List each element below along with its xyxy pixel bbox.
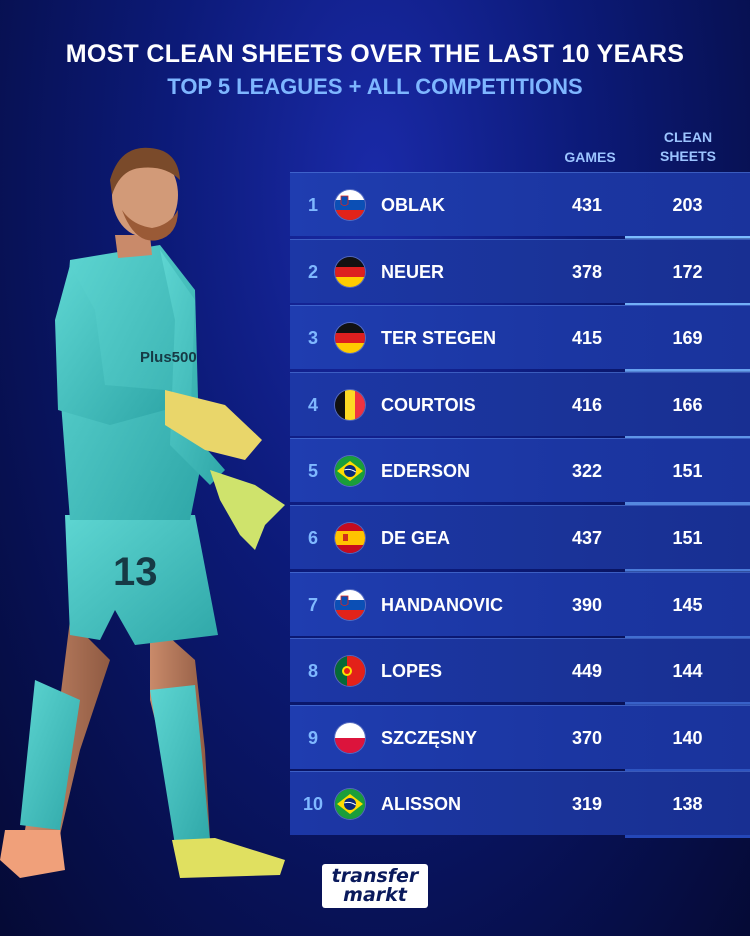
row-games: 449 [571, 661, 603, 682]
row-rank: 10 [302, 794, 324, 815]
row-clean-sheets: 151 [672, 461, 703, 482]
germany-flag-icon [335, 256, 365, 287]
row-rank: 6 [307, 528, 318, 548]
chart-subtitle: TOP 5 LEAGUES + ALL COMPETITIONS [167, 74, 583, 99]
row-player-name: NEUER [381, 261, 445, 282]
clean-sheets-table: 1 OBLAK 431 203 2 NEUER 378 172 3 TER STEGEN 415 16… [290, 172, 750, 838]
chart-title: MOST CLEAN SHEETS OVER THE LAST 10 YEARS [65, 40, 685, 68]
row-rank: 4 [307, 394, 318, 415]
row-player-name: EDERSON [381, 461, 471, 482]
portugal-flag-icon [335, 656, 365, 687]
spain-flag-icon [335, 523, 365, 553]
row-clean-sheets: 138 [672, 794, 703, 815]
transfermarkt-logo: transfer markt [322, 864, 428, 908]
row-rank: 5 [307, 461, 318, 482]
row-player-name: LOPES [381, 661, 443, 682]
row-clean-sheets: 140 [672, 727, 703, 748]
row-rank: 8 [307, 661, 318, 682]
table-row: 7 HANDANOVIC 390 145 [290, 571, 750, 636]
row-rank: 3 [307, 328, 318, 349]
row-rank: 9 [307, 727, 318, 748]
table-row: 9 SZCZĘSNY 370 140 [290, 704, 750, 769]
row-games: 415 [571, 328, 603, 349]
row-player-name: ALISSON [381, 794, 462, 815]
row-player-name: DE GEA [381, 528, 451, 548]
row-player-name: COURTOIS [381, 394, 476, 415]
column-header-clean-sheets: CLEAN SHEETS [640, 128, 736, 166]
row-rank: 7 [307, 594, 318, 615]
row-player-name: SZCZĘSNY [381, 727, 478, 748]
poland-flag-icon [335, 722, 365, 753]
table-row: 6 DE GEA 437 151 [290, 505, 750, 569]
row-clean-sheets: 151 [672, 528, 703, 548]
logo-line2: markt [343, 884, 407, 906]
row-rank: 1 [307, 195, 318, 215]
goalkeeper-illustration: 13 Plus500 [0, 147, 285, 878]
column-header-clean-line2: SHEETS [659, 148, 716, 164]
shorts-number: 13 [113, 550, 158, 594]
column-header-games: GAMES [564, 149, 616, 165]
brazil-flag-icon [335, 456, 365, 487]
table-row: 8 LOPES 449 144 [290, 638, 750, 703]
row-player-name: TER STEGEN [381, 328, 497, 349]
table-row: 2 NEUER 378 172 [290, 238, 750, 303]
row-clean-sheets: 145 [672, 594, 703, 615]
germany-flag-icon [335, 323, 365, 354]
row-player-name: HANDANOVIC [381, 594, 504, 615]
shirt-sponsor: Plus500 [140, 349, 197, 366]
row-games: 437 [571, 528, 603, 548]
row-games: 390 [571, 594, 603, 615]
table-row: 5 EDERSON 322 151 [290, 438, 750, 503]
row-games: 322 [571, 461, 603, 482]
brazil-flag-icon [335, 789, 365, 820]
table-row: 1 OBLAK 431 203 [290, 172, 750, 236]
row-clean-sheets: 166 [672, 394, 703, 415]
row-clean-sheets: 169 [672, 328, 703, 349]
table-row: 10 ALISSON 319 138 [290, 771, 750, 836]
slovenia-flag-icon [335, 589, 365, 620]
row-games: 378 [571, 261, 603, 282]
row-games: 370 [571, 727, 603, 748]
row-games: 416 [571, 394, 603, 415]
belgium-flag-icon [335, 389, 365, 420]
table-row: 4 COURTOIS 416 166 [290, 371, 750, 436]
slovenia-flag-icon [335, 190, 365, 220]
row-games: 431 [571, 195, 603, 215]
row-clean-sheets: 203 [672, 195, 703, 215]
logo-line1: transfer [331, 865, 419, 887]
row-clean-sheets: 172 [672, 261, 703, 282]
column-header-clean-line1: CLEAN [663, 129, 713, 145]
row-games: 319 [571, 794, 603, 815]
row-clean-sheets: 144 [672, 661, 703, 682]
table-row: 3 TER STEGEN 415 169 [290, 305, 750, 370]
row-rank: 2 [307, 261, 318, 282]
row-player-name: OBLAK [381, 195, 445, 215]
